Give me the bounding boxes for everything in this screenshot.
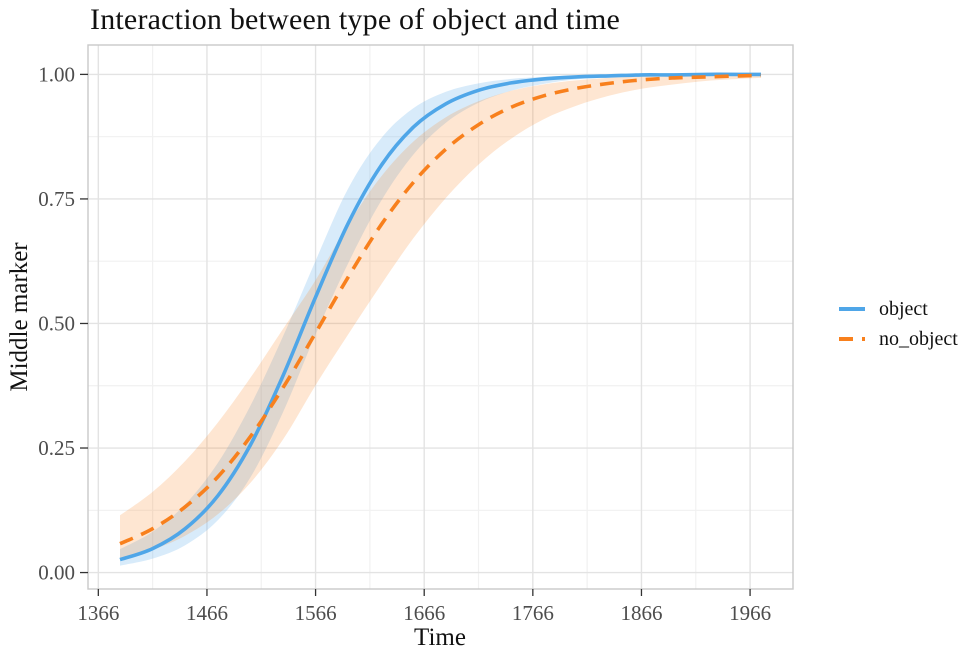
legend-item-object: object (838, 294, 958, 324)
legend: object no_object (838, 294, 958, 354)
y-tick-label: 0.00 (38, 561, 75, 585)
x-tick-label: 1766 (512, 601, 554, 625)
legend-label-object: object (879, 297, 928, 320)
curve-object (119, 72, 761, 562)
chart-title: Interaction between type of object and t… (90, 3, 621, 36)
ribbon-no_object (120, 74, 761, 559)
panel-background (88, 45, 793, 589)
x-tick-label: 1966 (729, 601, 771, 625)
legend-item-no-object: no_object (838, 324, 958, 354)
legend-key-no-object-line-icon (839, 337, 865, 341)
y-tick-label: 1.00 (38, 62, 75, 86)
x-tick-label: 1366 (77, 601, 119, 625)
x-tick-label: 1666 (403, 601, 445, 625)
legend-key-object-line-icon (839, 307, 865, 311)
legend-label-no-object: no_object (879, 327, 958, 350)
x-tick-label: 1866 (620, 601, 662, 625)
y-tick-label: 0.25 (38, 436, 75, 460)
y-tick-label: 0.50 (38, 311, 75, 335)
panel-border (87, 44, 794, 590)
y-tick-label: 0.75 (38, 187, 75, 211)
ribbon-object (120, 74, 761, 566)
x-axis-title: Time (414, 624, 466, 651)
x-tick-label: 1566 (295, 601, 337, 625)
x-tick-label: 1466 (186, 601, 228, 625)
